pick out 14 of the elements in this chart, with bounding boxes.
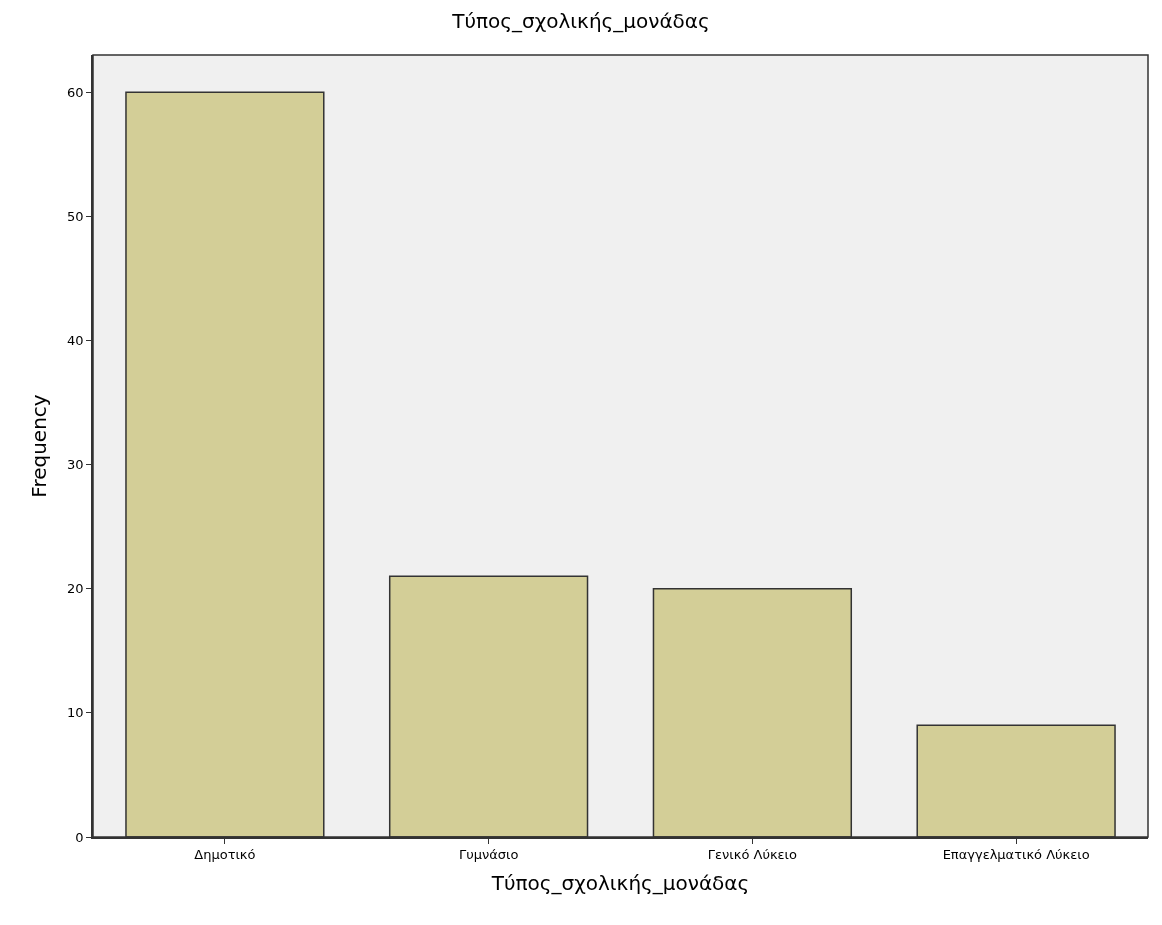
x-tick-label: Δημοτικό bbox=[194, 847, 256, 863]
y-tick-label: 30 bbox=[67, 457, 84, 473]
y-tick-label: 0 bbox=[75, 829, 84, 845]
x-axis-title: Τύπος_σχολικής_μονάδας bbox=[490, 871, 750, 896]
y-tick-label: 20 bbox=[67, 581, 84, 597]
x-tick-label: Γενικό Λύκειο bbox=[707, 847, 797, 863]
x-tick-label: Επαγγελματικό Λύκειο bbox=[942, 847, 1090, 863]
y-tick-label: 10 bbox=[67, 705, 84, 721]
x-tick-label: Γυμνάσιο bbox=[458, 847, 519, 863]
chart-title: Τύπος_σχολικής_μονάδας bbox=[451, 8, 710, 33]
y-axis-title: Frequency bbox=[27, 394, 52, 498]
y-tick-label: 40 bbox=[67, 333, 84, 349]
y-tick-label: 60 bbox=[67, 84, 84, 100]
y-tick-label: 50 bbox=[67, 208, 84, 224]
